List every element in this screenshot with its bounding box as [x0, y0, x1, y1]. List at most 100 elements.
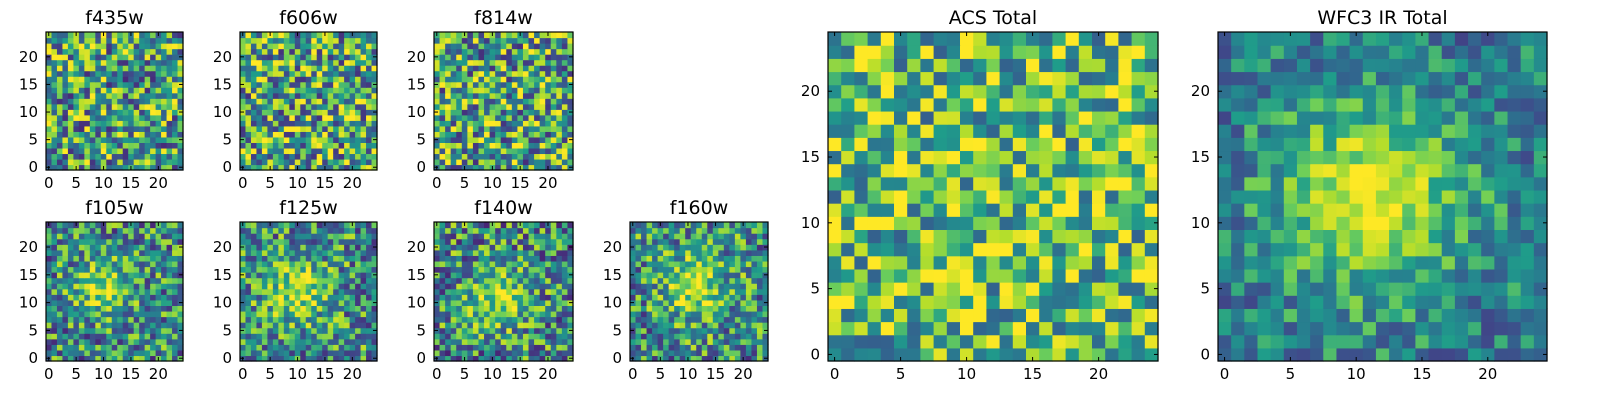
- heatmap-cell: [78, 158, 85, 166]
- heatmap-cell: [1012, 216, 1027, 230]
- heatmap-cell: [166, 238, 173, 245]
- heatmap-cell: [484, 81, 491, 88]
- heatmap-cell: [283, 333, 290, 340]
- heatmap-cell: [522, 125, 530, 132]
- heatmap-cell: [67, 43, 74, 50]
- heatmap-cell: [556, 316, 563, 323]
- heatmap-cell: [261, 87, 268, 94]
- heatmap-cell: [567, 344, 574, 351]
- heatmap-cell: [56, 266, 64, 273]
- heatmap-cell: [95, 158, 102, 166]
- heatmap-cell: [729, 260, 736, 268]
- heatmap-cell: [511, 131, 518, 138]
- heatmap-cell: [344, 147, 351, 155]
- heatmap-cell: [245, 349, 252, 357]
- heatmap-cell: [522, 59, 530, 66]
- heatmap-cell: [355, 266, 362, 273]
- heatmap-cell: [327, 43, 334, 50]
- heatmap-cell: [89, 310, 96, 318]
- heatmap-cell: [267, 136, 274, 143]
- heatmap-cell: [478, 92, 485, 99]
- heatmap-cell: [155, 244, 162, 251]
- heatmap-cell: [111, 283, 118, 290]
- heatmap-cell: [534, 54, 541, 61]
- heatmap-cell: [674, 283, 681, 290]
- heatmap-cell: [1026, 308, 1040, 323]
- heatmap-cell: [111, 37, 118, 44]
- heatmap-cell: [867, 334, 882, 349]
- heatmap-cell: [111, 136, 118, 143]
- heatmap-cell: [305, 316, 312, 323]
- heatmap-cell: [46, 147, 53, 155]
- heatmap-cell: [506, 288, 513, 295]
- heatmap-cell: [78, 338, 85, 345]
- heatmap-cell: [668, 244, 675, 251]
- heatmap-cell: [679, 272, 686, 279]
- heatmap-cell: [545, 136, 552, 143]
- heatmap-cell: [539, 103, 546, 110]
- heatmap-cell: [528, 158, 535, 166]
- heatmap-cell: [489, 142, 496, 149]
- heatmap-cell: [371, 349, 378, 357]
- heatmap-cell: [89, 125, 96, 132]
- heatmap-cell: [84, 158, 91, 166]
- heatmap-cell: [106, 70, 113, 77]
- heatmap-cell: [740, 249, 747, 256]
- heatmap-cell: [489, 125, 496, 132]
- heatmap-cell: [267, 283, 274, 290]
- heatmap-cell: [528, 322, 535, 329]
- heatmap-cell: [144, 233, 151, 240]
- heatmap-cell: [561, 48, 569, 55]
- heatmap-cell: [327, 158, 334, 166]
- heatmap-cell: [256, 37, 263, 44]
- heatmap-cell: [467, 260, 474, 268]
- heatmap-cell: [150, 32, 157, 39]
- heatmap-cell: [1026, 255, 1040, 270]
- heatmap-cell: [161, 87, 168, 94]
- heatmap-cell: [734, 333, 741, 340]
- heatmap-cell: [484, 147, 491, 155]
- heatmap-cell: [567, 233, 574, 240]
- heatmap-cell: [122, 125, 129, 132]
- heatmap-cell: [841, 268, 855, 283]
- heatmap-cell: [484, 32, 491, 39]
- heatmap-cell: [111, 76, 118, 83]
- heatmap-cell: [360, 158, 367, 166]
- heatmap-cell: [641, 338, 648, 345]
- heatmap-cell: [122, 222, 129, 229]
- heatmap-cell: [67, 272, 74, 279]
- heatmap-cell: [161, 227, 168, 234]
- heatmap-cell: [327, 322, 334, 329]
- heatmap-cell: [294, 255, 301, 262]
- heatmap-cell: [56, 244, 64, 251]
- heatmap-cell: [117, 70, 124, 77]
- heatmap-cell: [450, 164, 457, 171]
- heatmap-cell: [84, 283, 91, 290]
- heatmap-cell: [690, 310, 697, 318]
- heatmap-cell: [106, 32, 113, 39]
- heatmap-cell: [316, 283, 323, 290]
- heatmap-cell: [434, 92, 441, 99]
- heatmap-cell: [360, 305, 367, 312]
- heatmap-cell: [67, 260, 74, 268]
- heatmap-cell: [1131, 163, 1146, 178]
- panel-title: f606w: [279, 7, 338, 29]
- heatmap-cell: [161, 238, 168, 245]
- heatmap-cell: [139, 103, 146, 110]
- heatmap-cell: [316, 249, 323, 256]
- heatmap-cell: [161, 344, 168, 351]
- heatmap-cell: [484, 222, 491, 229]
- heatmap-cell: [522, 131, 530, 138]
- heatmap-cell: [311, 355, 318, 362]
- heatmap-cell: [456, 249, 463, 256]
- heatmap-cell: [439, 277, 446, 284]
- heatmap-cell: [100, 244, 107, 251]
- heatmap-cell: [528, 147, 535, 155]
- heatmap-cell: [333, 260, 340, 268]
- heatmap-cell: [1012, 150, 1027, 165]
- heatmap-cell: [484, 310, 491, 318]
- heatmap-cell: [62, 288, 69, 295]
- heatmap-cell: [62, 310, 69, 318]
- heatmap-cell: [67, 249, 74, 256]
